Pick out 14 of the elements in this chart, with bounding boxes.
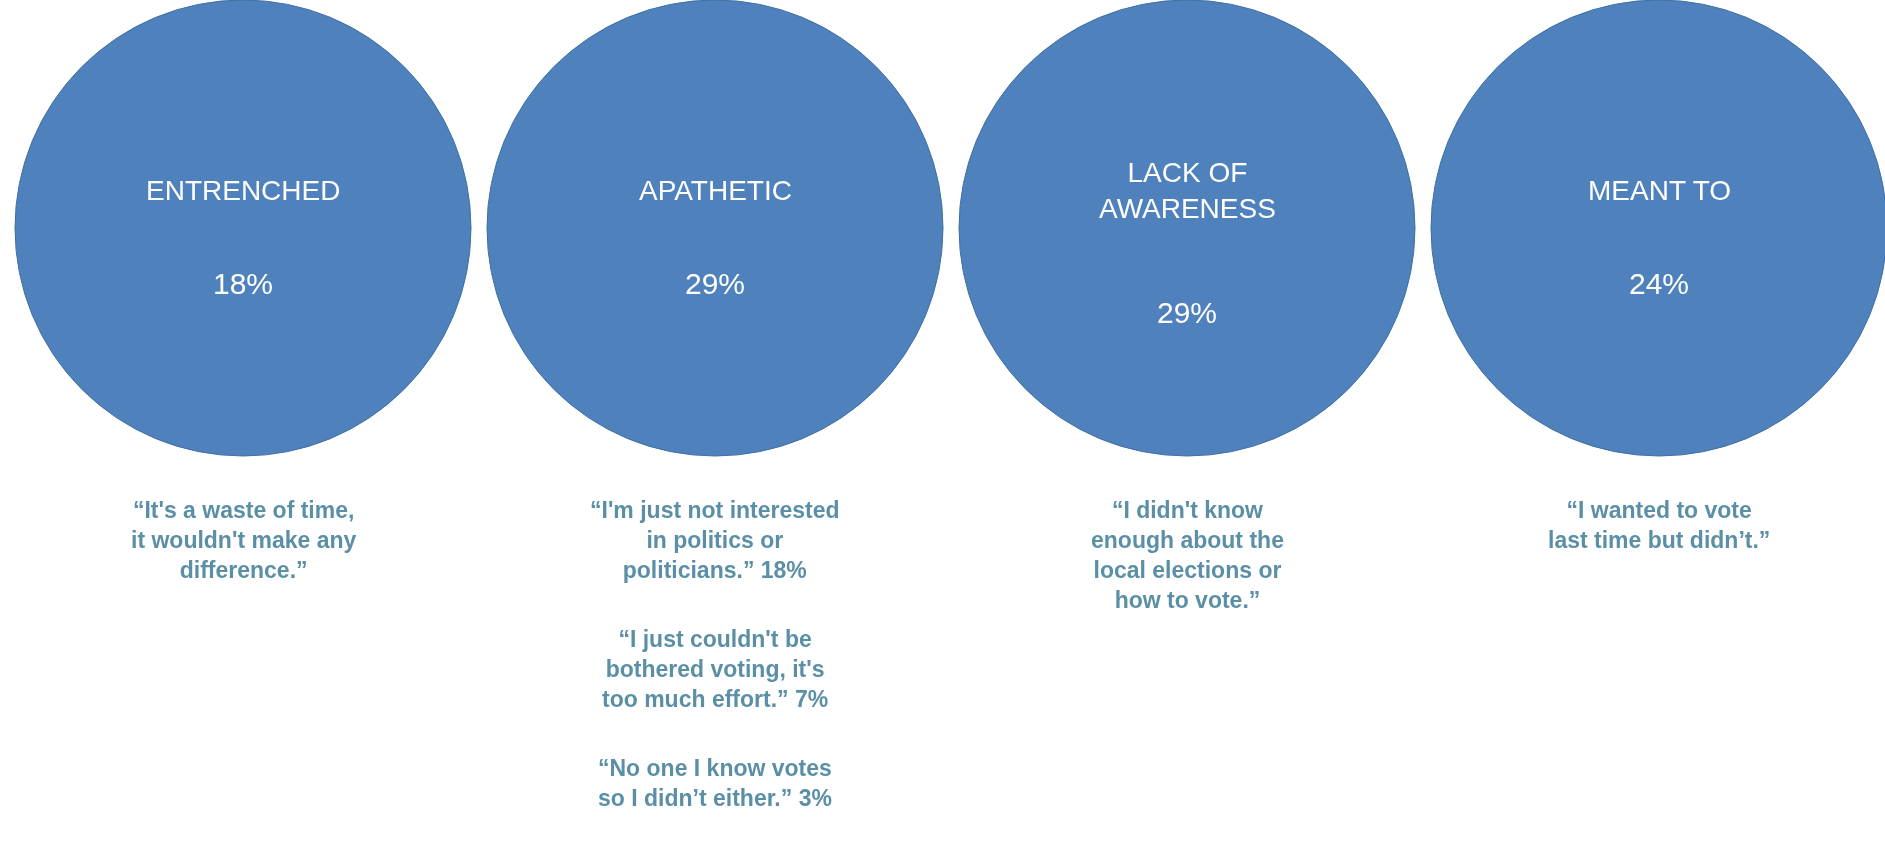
data-label: 29%	[685, 267, 746, 300]
text: “I didn't know enough about the local elections or how to vote.”	[1091, 497, 1284, 613]
text: “I just couldn't be bothered voting, it's too much effort.” 7%	[602, 626, 829, 712]
category-label: APATHETIC	[639, 175, 792, 206]
category-label: LACK OF AWARENESS	[1099, 157, 1276, 225]
text: “It's a waste of time, it wouldn't make any difference.”	[131, 497, 357, 583]
text: “I wanted to vote last time but didn’t.”	[1548, 497, 1771, 553]
text: “I'm just not interested in politics or politicians.” 18%	[590, 497, 840, 583]
data-label: 18%	[213, 267, 274, 300]
category-label: ENTRENCHED	[146, 175, 341, 206]
data-label: 29%	[1157, 296, 1218, 329]
text: “No one I know votes so I didn’t either.” 3%	[598, 755, 832, 811]
category-label: MEANT TO	[1588, 175, 1732, 206]
data-label: 24%	[1629, 267, 1690, 300]
